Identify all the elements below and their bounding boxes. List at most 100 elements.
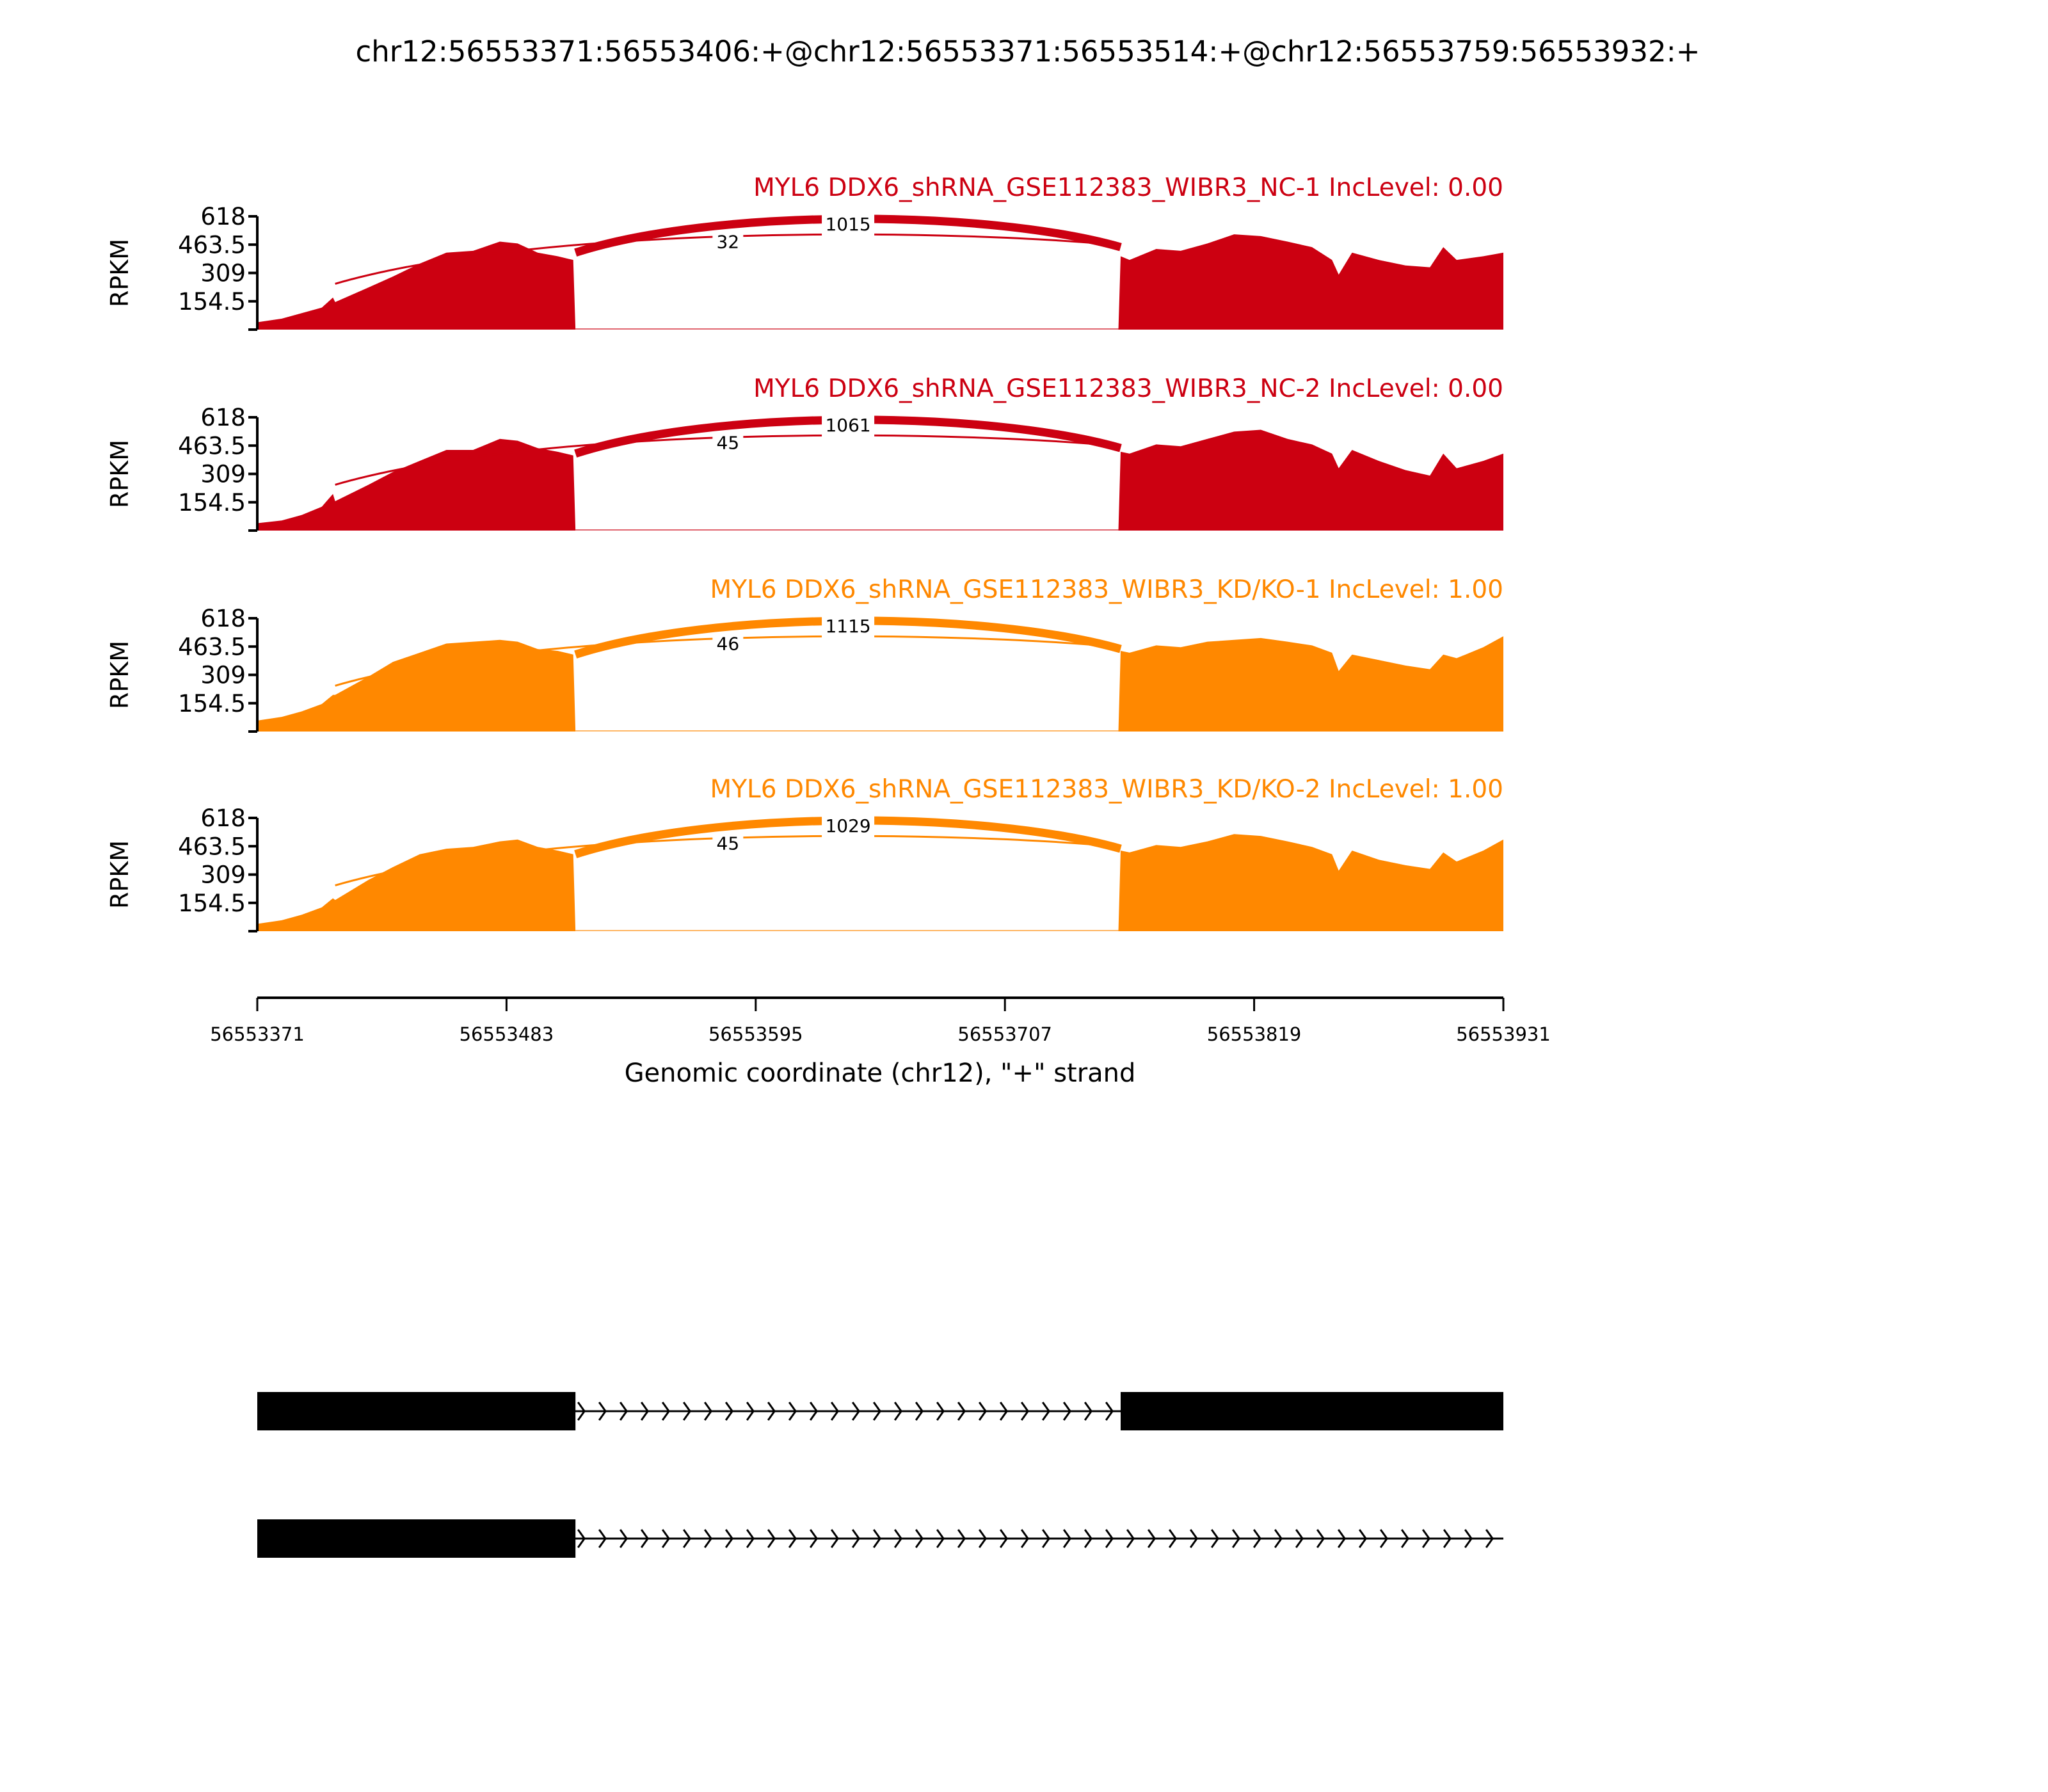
- coverage-area: [257, 834, 1503, 931]
- figure-title: chr12:56553371:56553406:+@chr12:56553371…: [356, 35, 1700, 68]
- strand-arrow-icon: [1252, 1529, 1262, 1548]
- strand-arrow-icon: [893, 1402, 903, 1421]
- y-tick-label: 463.5: [178, 432, 246, 460]
- y-tick-label: 154.5: [178, 489, 246, 516]
- strand-arrow-icon: [1020, 1529, 1030, 1548]
- y-tick-label: 618: [200, 404, 246, 431]
- strand-arrow-icon: [619, 1402, 628, 1421]
- strand-arrow-icon: [724, 1402, 734, 1421]
- x-axis: 56553371 56553483 56553595 56553707 56553819…: [210, 996, 1551, 1088]
- y-axis-label: RPKM: [106, 239, 134, 307]
- y-tick-label: 154.5: [178, 690, 246, 717]
- strand-arrow-icon: [640, 1529, 650, 1548]
- junction-count-label: 32: [717, 231, 740, 252]
- coverage-area: [257, 234, 1503, 330]
- junction-count-label: 1115: [825, 616, 870, 637]
- strand-arrow-icon: [788, 1529, 797, 1548]
- strand-arrow-icon: [1464, 1529, 1473, 1548]
- junction-label-box: [822, 212, 875, 236]
- strand-arrow-icon: [999, 1529, 1009, 1548]
- y-tick-label: 618: [200, 804, 246, 832]
- junction-count-label: 1029: [825, 815, 870, 836]
- strand-arrow-icon: [872, 1402, 882, 1421]
- junction-label-box: [712, 831, 744, 855]
- strand-arrow-icon: [682, 1402, 692, 1421]
- x-tick-label: 56553371: [210, 1023, 305, 1045]
- strand-arrow-icon: [1443, 1529, 1452, 1548]
- sample-title: MYL6 DDX6_shRNA_GSE112383_WIBR3_NC-1 Inc…: [753, 173, 1503, 202]
- strand-arrow-icon: [619, 1529, 628, 1548]
- strand-arrow-icon: [957, 1402, 966, 1421]
- sample-title: MYL6 DDX6_shRNA_GSE112383_WIBR3_NC-2 Inc…: [753, 374, 1503, 403]
- strand-arrow-icon: [1168, 1529, 1178, 1548]
- y-tick-label: 463.5: [178, 231, 246, 259]
- strand-arrow-icon: [999, 1402, 1009, 1421]
- x-ticks: 56553371 56553483 56553595 56553707 56553819…: [210, 998, 1551, 1045]
- y-tick-label: 309: [200, 662, 246, 689]
- strand-arrow-icon: [1084, 1529, 1093, 1548]
- exon-block: [1120, 1392, 1503, 1430]
- x-tick-label: 56553707: [957, 1023, 1052, 1045]
- strand-arrow-icon: [1210, 1529, 1220, 1548]
- gene-model: [257, 1392, 1503, 1430]
- strand-arrow-icon: [661, 1529, 671, 1548]
- strand-arrow-icon: [577, 1402, 586, 1421]
- y-axis-label: RPKM: [106, 440, 134, 508]
- strand-arrow-icon: [724, 1529, 734, 1548]
- strand-arrow-icon: [936, 1529, 945, 1548]
- coverage-area: [257, 636, 1503, 732]
- junction-label-box: [822, 814, 875, 838]
- strand-arrow-icon: [957, 1529, 966, 1548]
- junction-count-label: 1015: [825, 214, 870, 235]
- strand-arrow-icon: [1041, 1529, 1051, 1548]
- strand-arrow-icon: [809, 1529, 819, 1548]
- x-tick-label: 56553483: [460, 1023, 554, 1045]
- y-tick-label: 309: [200, 461, 246, 488]
- sample-title: MYL6 DDX6_shRNA_GSE112383_WIBR3_KD/KO-2 …: [710, 775, 1503, 804]
- strand-arrow-icon: [1105, 1402, 1114, 1421]
- strand-arrow-icon: [746, 1529, 755, 1548]
- junction-label-box: [712, 632, 744, 655]
- strand-arrow-icon: [936, 1402, 945, 1421]
- strand-arrow-icon: [830, 1529, 840, 1548]
- gene-models: [257, 1392, 1503, 1558]
- coverage-area: [257, 429, 1503, 531]
- strand-arrow-icon: [1062, 1402, 1072, 1421]
- y-axis-label: RPKM: [106, 840, 134, 909]
- y-tick-label: 618: [200, 605, 246, 632]
- junction-label-box: [712, 431, 744, 454]
- strand-arrow-icon: [661, 1402, 671, 1421]
- strand-arrow-icon: [1105, 1529, 1114, 1548]
- gene-model: [257, 1519, 1503, 1558]
- strand-arrow-icon: [809, 1402, 819, 1421]
- strand-arrow-icon: [1147, 1529, 1156, 1548]
- sample-title: MYL6 DDX6_shRNA_GSE112383_WIBR3_KD/KO-1 …: [710, 575, 1503, 604]
- strand-arrow-icon: [1062, 1529, 1072, 1548]
- strand-arrow-icon: [872, 1529, 882, 1548]
- strand-arrow-icon: [767, 1402, 776, 1421]
- x-tick-label: 56553595: [708, 1023, 803, 1045]
- strand-arrow-icon: [682, 1529, 692, 1548]
- strand-arrow-icon: [598, 1529, 607, 1548]
- x-tick-label: 56553931: [1456, 1023, 1551, 1045]
- junction-label-box: [822, 614, 875, 638]
- strand-arrow-icon: [915, 1402, 924, 1421]
- strand-arrow-icon: [1274, 1529, 1283, 1548]
- strand-arrow-icon: [1020, 1402, 1030, 1421]
- strand-arrow-icon: [598, 1402, 607, 1421]
- strand-arrow-icon: [1126, 1529, 1135, 1548]
- strand-arrow-icon: [746, 1402, 755, 1421]
- strand-arrow-icon: [1379, 1529, 1389, 1548]
- exon-block: [257, 1392, 576, 1430]
- y-tick-label: 463.5: [178, 633, 246, 660]
- strand-arrow-icon: [640, 1402, 650, 1421]
- strand-arrow-icon: [703, 1529, 713, 1548]
- strand-arrow-icon: [703, 1402, 713, 1421]
- strand-arrow-icon: [1337, 1529, 1347, 1548]
- strand-arrow-icon: [788, 1402, 797, 1421]
- y-tick-label: 463.5: [178, 833, 246, 860]
